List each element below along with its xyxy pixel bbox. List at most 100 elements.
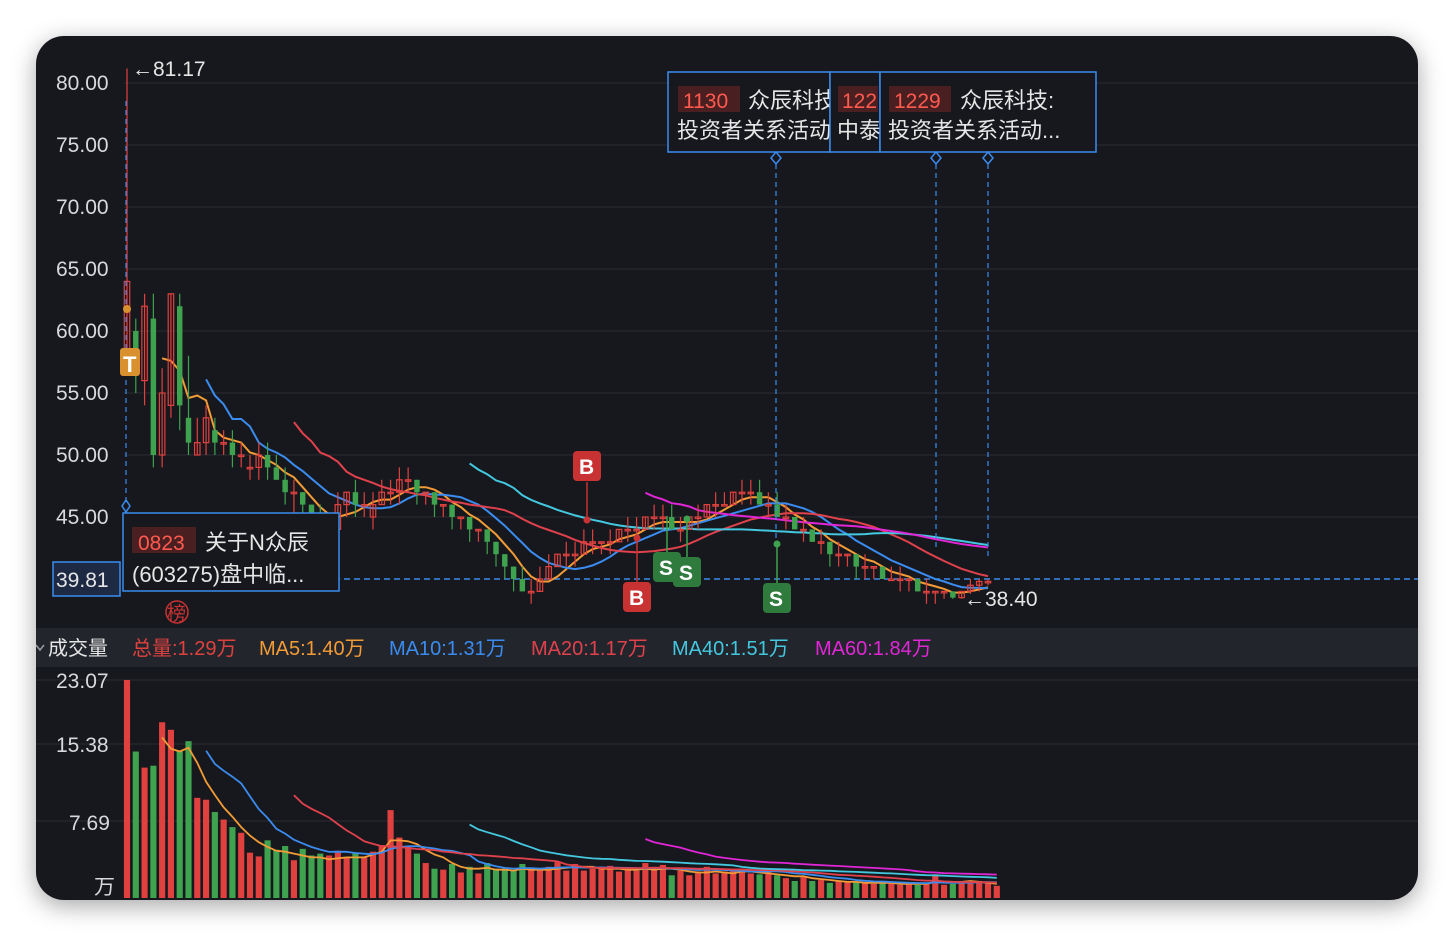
volume-bar [861,882,869,898]
news-tag-1130[interactable]: 1130 众辰科技 投资者关系活动 [667,71,836,153]
candle-body [931,590,939,594]
volume-ma60-line [645,838,997,876]
volume-bar [466,866,473,898]
svg-text:中泰: 中泰 [837,118,881,143]
volume-bar [211,812,218,898]
buy-marker-1[interactable]: B [573,451,601,524]
svg-text:7.69: 7.69 [69,812,110,835]
svg-text:S: S [659,557,673,580]
candle-body [360,504,368,507]
candle-body [167,293,175,406]
volume-bar [747,873,754,898]
volume-bar [844,881,851,898]
candle-body [712,504,719,507]
volume-bar [492,868,500,898]
volume-bar [703,866,710,898]
candle-body [774,504,780,517]
volume-bar [431,868,438,898]
candle-body [150,318,157,455]
candle-body [431,492,438,505]
chart-canvas[interactable]: 80.00 75.00 70.00 65.00 60.00 55.00 50.00 45.00… [36,36,1418,900]
volume-bar [853,881,860,898]
price-tick-label: 50.00 [56,444,109,467]
volume-bar [607,865,614,898]
volume-bar [958,882,965,898]
volume-bar [387,810,394,898]
svg-text:(603275)盘中临...: (603275)盘中临... [132,562,304,587]
sell-marker-3[interactable]: S [763,540,791,614]
svg-text:1130: 1130 [683,90,728,113]
candle-body [273,467,280,480]
candle-body [545,565,553,580]
news-tag-122x[interactable]: 122 中泰 [829,71,881,153]
candle-body [659,516,667,520]
candle-body [861,565,869,569]
candle-body [510,566,517,579]
t-marker[interactable]: T [120,305,140,377]
volume-bar [317,853,324,898]
volume-bar [194,797,201,898]
volume-ma-lines [161,736,997,885]
volume-bar [721,871,728,898]
volume-bar [554,862,561,898]
volume-bar [774,875,781,898]
news-tag-1229[interactable]: 1229 众辰科技: 投资者关系活动... [879,71,1097,153]
candle-body [598,541,605,544]
volume-bar [475,873,482,898]
volume-bar [510,870,517,898]
volume-bar [905,883,913,898]
volume-bar [202,799,210,898]
news-tag-0823[interactable]: 0823 关于N众辰 (603275)盘中临... [122,512,340,592]
volume-ma60: MA60:1.84万 [815,638,932,660]
volume-bar [870,883,877,898]
volume-bar [888,882,895,898]
news-connectors [775,164,989,556]
candle-body [923,590,930,594]
rank-marker[interactable]: 榜 [165,600,189,625]
candle-body [133,331,139,356]
volume-bar [448,863,456,898]
ma10-line [205,378,989,590]
buy-marker-2[interactable]: B [623,534,651,613]
volume-bar [132,751,139,898]
sell-marker-2[interactable]: S [673,515,701,588]
volume-bar [290,860,298,898]
volume-bar [791,880,798,898]
candle-body [791,517,798,530]
volume-ma20-line [293,794,997,884]
volume-bar [765,868,772,898]
volume-bar [519,863,526,898]
volume-bar [932,874,939,898]
svg-text:0823: 0823 [138,532,185,555]
candle-body [853,554,859,567]
chevron-down-icon[interactable] [36,644,45,652]
candle-body [202,417,210,444]
candle-body [827,541,833,555]
candle-body [449,504,455,517]
candle-body [229,442,236,455]
candle-body [896,578,904,582]
svg-text:S: S [679,562,693,585]
volume-bar [633,870,640,898]
candle-body [519,579,526,592]
volume-bar [159,722,166,898]
volume-bar [615,871,623,898]
volume-bar [176,751,183,898]
candle-body [624,528,632,532]
candle-body [879,566,886,579]
candle-body [387,491,394,495]
volume-bar [352,852,359,898]
svg-text:投资者关系活动: 投资者关系活动 [677,118,831,143]
candle-body [844,553,851,557]
volume-bar [220,819,227,898]
volume-bar [378,845,385,898]
candle-body [493,541,499,555]
stock-chart-card: 80.00 75.00 70.00 65.00 60.00 55.00 50.00 45.00… [36,36,1418,900]
volume-bar [150,765,157,898]
candle-body [212,430,218,443]
volume-bar [369,851,377,898]
candle-body [554,553,561,568]
volume-bar [273,849,280,898]
volume-bar [940,884,948,898]
candle-body [967,584,974,593]
